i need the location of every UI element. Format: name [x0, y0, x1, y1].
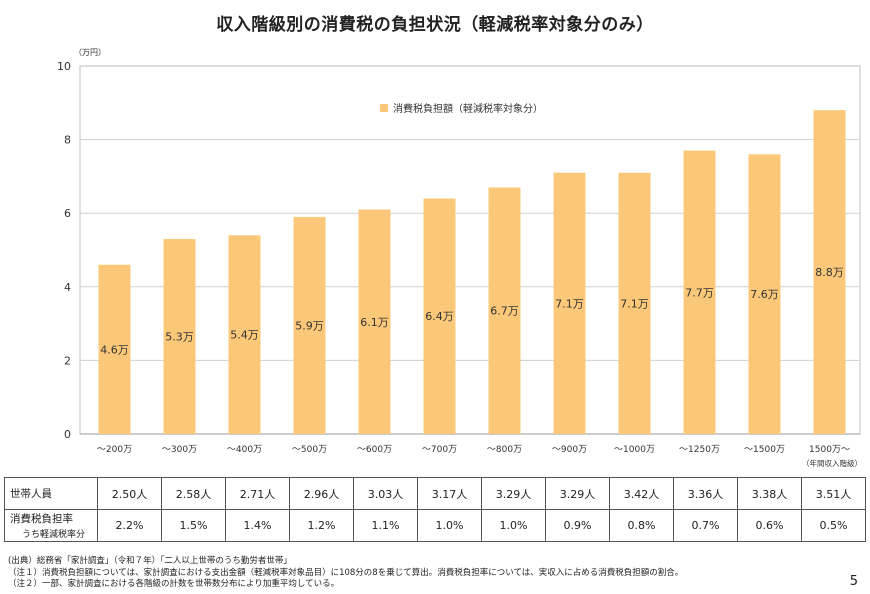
table-row-header: 消費税負担率うち軽減税率分 — [4, 509, 98, 542]
x-tick-label: ～1250万 — [679, 445, 720, 455]
x-tick-label: ～900万 — [552, 445, 587, 455]
row-label: 世帯人員 — [10, 488, 52, 500]
bar-chart: 0 2 4 6 8 10（万円） 4.6万 ～200万 5.3万 ～300万 5.4万 ～400万 5.… — [57, 48, 862, 468]
table-cell: 2.2% — [97, 509, 162, 542]
table-cell: 0.6% — [737, 509, 802, 542]
bar — [748, 154, 781, 434]
bar — [358, 209, 391, 434]
household-table: 世帯人員 2.50人 2.58人 2.71人 2.96人 3.03人 3.17人 3.29人 3… — [4, 477, 866, 542]
table-cell: 0.8% — [609, 509, 674, 542]
table-cell: 3.42人 — [609, 477, 674, 510]
bar-data-label: 6.4万 — [425, 310, 454, 323]
bar-data-label: 7.1万 — [620, 297, 649, 310]
bar — [553, 172, 586, 434]
x-tick-label: ～500万 — [292, 445, 327, 455]
x-tick-label: ～400万 — [227, 445, 262, 455]
bar-data-label: 7.6万 — [750, 288, 779, 301]
x-tick-label: ～1500万 — [744, 445, 785, 455]
legend-swatch — [380, 104, 388, 112]
table-cell: 1.1% — [353, 509, 418, 542]
bar-data-label: 5.3万 — [165, 330, 194, 343]
x-tick-label: ～800万 — [487, 445, 522, 455]
bar — [683, 150, 716, 434]
bar-data-label: 7.7万 — [685, 286, 714, 299]
y-tick-label: 0 — [64, 428, 71, 441]
table-cell: 2.50人 — [97, 477, 162, 510]
footnotes: (出典）総務省「家計調査」（令和７年）「二人以上世帯のうち勤労者世帯」 （注１）… — [8, 556, 683, 591]
x-tick-label: ～700万 — [422, 445, 457, 455]
y-unit-label: （万円） — [74, 48, 106, 57]
table-cell: 3.29人 — [545, 477, 610, 510]
table-cell: 3.38人 — [737, 477, 802, 510]
x-axis-note: （年間収入階級） — [802, 458, 862, 468]
table-cell: 0.9% — [545, 509, 610, 542]
table-cell: 1.4% — [225, 509, 290, 542]
bar-data-label: 5.4万 — [230, 329, 259, 342]
table-cell: 3.03人 — [353, 477, 418, 510]
table-cell: 0.7% — [673, 509, 738, 542]
table-cell: 3.51人 — [801, 477, 866, 510]
table-row: 世帯人員 2.50人 2.58人 2.71人 2.96人 3.03人 3.17人 3.29人 3… — [4, 477, 866, 510]
legend-label: 消費税負担額（軽減税率対象分） — [393, 102, 543, 115]
x-tick-label: ～600万 — [357, 445, 392, 455]
table-cell: 0.5% — [801, 509, 866, 542]
y-tick-label: 4 — [64, 281, 71, 294]
table-cell: 2.96人 — [289, 477, 354, 510]
table-cell: 1.0% — [481, 509, 546, 542]
bar-data-label: 6.7万 — [490, 305, 519, 318]
page-number: 5 — [849, 574, 858, 589]
footnote-2: （注２）一部、家計調査における各階級の計数を世帯数分布により加重平均している。 — [8, 579, 340, 589]
footnote-1: （注１）消費税負担額については、家計調査における支出金額（軽減税率対象品目）に1… — [8, 567, 684, 578]
x-tick-label: ～1000万 — [614, 445, 655, 455]
bar — [813, 110, 846, 434]
table-cell: 3.29人 — [481, 477, 546, 510]
bar — [423, 198, 456, 434]
plot-frame — [79, 65, 861, 435]
table-row: 消費税負担率 うち軽減税率分 2.2% 1.5% 1.4% 1.2% 1.1% 1.0% 1.0… — [4, 509, 866, 542]
bar — [163, 238, 196, 434]
bar-data-label: 6.1万 — [360, 316, 389, 329]
page-title: 収入階級別の消費税の負担状況（軽減税率対象分のみ） — [216, 15, 654, 35]
table-row-header: 世帯人員 — [4, 477, 98, 510]
row-sublabel: うち軽減税率分 — [22, 530, 86, 540]
x-tick-label: ～300万 — [162, 445, 197, 455]
bar-data-label: 8.8万 — [815, 266, 844, 279]
table-cell: 3.36人 — [673, 477, 738, 510]
y-tick-label: 8 — [64, 134, 71, 147]
bar — [618, 172, 651, 434]
bar-data-label: 5.9万 — [295, 319, 324, 332]
bar-data-label: 4.6万 — [100, 343, 129, 356]
footnote-source: (出典）総務省「家計調査」（令和７年）「二人以上世帯のうち勤労者世帯」 — [8, 556, 292, 566]
table-cell: 1.2% — [289, 509, 354, 542]
bar — [98, 264, 131, 434]
row-label: 消費税負担率 — [10, 513, 73, 525]
table-cell: 1.0% — [417, 509, 482, 542]
x-tick-label: ～200万 — [97, 445, 132, 455]
y-tick-label: 6 — [64, 207, 71, 220]
y-tick-label: 2 — [64, 354, 71, 367]
x-tick-label: 1500万～ — [809, 445, 850, 455]
bar — [488, 187, 521, 434]
table-cell: 3.17人 — [417, 477, 482, 510]
y-tick-label: 10 — [57, 60, 71, 73]
bar — [228, 235, 261, 434]
table-cell: 2.71人 — [225, 477, 290, 510]
table-cell: 2.58人 — [161, 477, 226, 510]
bar-data-label: 7.1万 — [555, 297, 584, 310]
table-cell: 1.5% — [161, 509, 226, 542]
bar — [293, 216, 326, 434]
